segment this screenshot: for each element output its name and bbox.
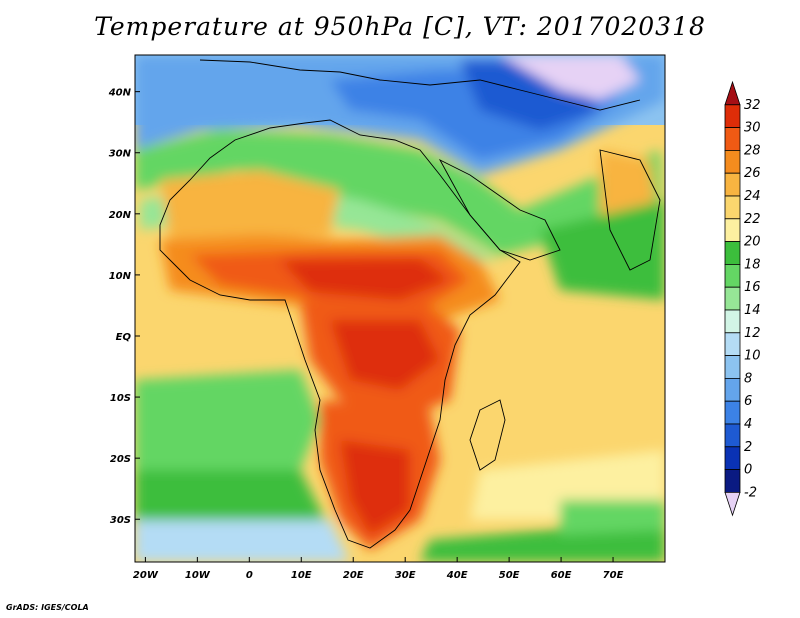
colorbar-label: 2 xyxy=(744,440,752,455)
lat-label: 30N xyxy=(109,149,132,160)
colorbar-box xyxy=(724,263,741,288)
lat-label: 20N xyxy=(109,210,132,221)
colorbar-box xyxy=(724,150,741,174)
map-frame xyxy=(134,54,666,563)
lon-label: 30E xyxy=(395,570,416,581)
colorbar-box xyxy=(724,469,741,493)
latitude-axis: 40N 30N 20N 10N EQ 10S 20S 30S xyxy=(108,88,140,526)
colorbar-label: 10 xyxy=(744,349,761,364)
chart-title: Temperature at 950hPa [C], VT: 201702031… xyxy=(94,12,706,41)
lat-label: 30S xyxy=(110,515,131,526)
colorbar-box xyxy=(724,241,741,265)
colorbar-box xyxy=(724,355,741,379)
colorbar-box xyxy=(724,104,741,128)
credit-text: GrADS: IGES/COLA xyxy=(6,603,89,612)
colorbar-box xyxy=(724,286,741,311)
colorbar-label: 24 xyxy=(744,189,761,204)
colorbar-label: 30 xyxy=(744,121,761,136)
colorbar-box xyxy=(724,309,741,334)
colorbar-box xyxy=(724,332,741,356)
longitude-axis: 20W 10W 0 10E 20E 30E 40E 50E 60E 70E xyxy=(133,557,624,581)
lon-label: 10W xyxy=(185,570,211,581)
colorbar-box xyxy=(724,218,741,243)
lon-label: 70E xyxy=(603,570,624,581)
colorbar-box xyxy=(724,400,741,425)
lat-label: 40N xyxy=(108,88,132,99)
colorbar-box xyxy=(724,423,741,448)
colorbar-label: 16 xyxy=(744,280,761,295)
lat-label: 10N xyxy=(109,271,132,282)
colorbar-label: 12 xyxy=(744,326,761,341)
colorbar-label: 32 xyxy=(744,98,761,113)
colorbar-label: 0 xyxy=(744,463,752,478)
colorbar-label: 18 xyxy=(744,257,761,272)
colorbar-box xyxy=(724,446,741,470)
colorbar-bottom-arrow xyxy=(724,491,741,517)
lon-label: 40E xyxy=(446,570,468,581)
colorbar-box xyxy=(724,377,741,402)
lat-label: 10S xyxy=(110,393,131,404)
colorbar-box xyxy=(724,195,741,220)
colorbar-label: -2 xyxy=(744,485,757,500)
colorbar-label: 4 xyxy=(744,417,752,432)
lon-label: 50E xyxy=(499,570,520,581)
lat-label: EQ xyxy=(116,332,132,343)
lat-label: 20S xyxy=(110,454,131,465)
lon-label: 0 xyxy=(246,570,253,581)
lon-label: 20W xyxy=(133,570,159,581)
colorbar-label: 22 xyxy=(744,212,761,227)
colorbar-label: 6 xyxy=(744,394,752,409)
coastlines xyxy=(159,59,661,549)
colorbar-box xyxy=(724,172,741,197)
colorbar-label: 26 xyxy=(744,166,761,181)
lon-label: 20E xyxy=(343,570,364,581)
colorbar-label: 28 xyxy=(744,143,761,158)
lon-label: 10E xyxy=(291,570,312,581)
colorbar-label: 8 xyxy=(744,371,752,386)
colorbar-top-arrow xyxy=(724,80,741,106)
colorbar-label: 20 xyxy=(744,235,761,250)
colorbar-label: 14 xyxy=(744,303,761,318)
colorbar-box xyxy=(724,127,741,151)
temperature-field xyxy=(135,55,665,562)
lon-label: 60E xyxy=(551,570,572,581)
